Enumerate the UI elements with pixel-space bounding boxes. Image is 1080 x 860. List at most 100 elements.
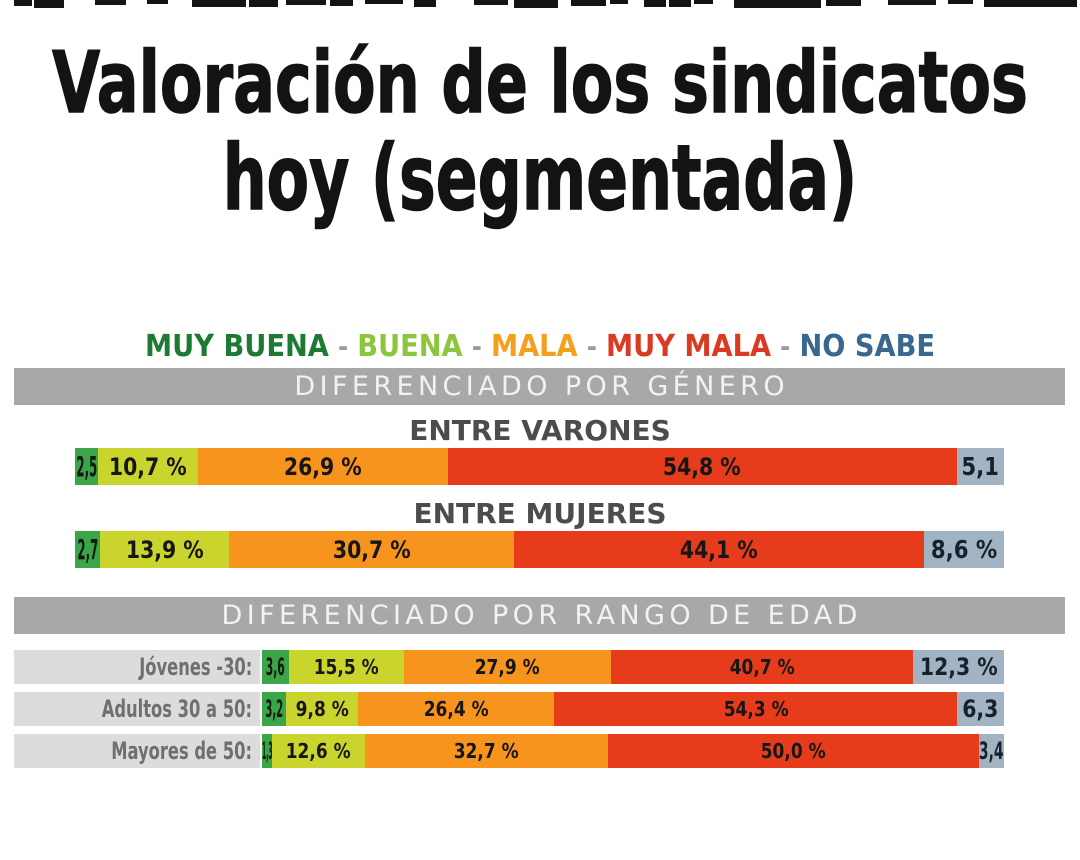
bar-segment-mala: 27,9 % <box>403 650 611 684</box>
bar-segment-muy-mala: 54,8 % <box>447 448 957 485</box>
legend-separator: - <box>780 332 791 363</box>
cropped-letter-fragment <box>1048 0 1070 5</box>
cropped-letter-fragment <box>286 0 326 5</box>
legend-separator: - <box>337 332 349 363</box>
cropped-letter-fragment <box>669 0 691 7</box>
legend-item-buena: BUENA <box>357 329 463 364</box>
segment-value-label: 26,4 % <box>423 697 489 721</box>
chart-title-line2: hoy (segmentada) <box>222 126 858 231</box>
cropped-letter-fragment <box>330 0 353 6</box>
bar-segment-muy-buena: 1,3 <box>262 734 272 768</box>
bar-segment-muy-buena: 2,5 <box>75 448 99 485</box>
stacked-bar: 3,6 15,5 % 27,9 % 40,7 % 12,3 % <box>262 650 1004 684</box>
segment-value-label: 30,7 % <box>332 535 411 564</box>
bar-segment-no-sabe: 12,3 % <box>912 650 1004 684</box>
bar-segment-muy-mala: 54,3 % <box>554 692 958 726</box>
category-label-text: Jóvenes -30: <box>138 653 252 681</box>
segment-value-label: 6,3 <box>962 695 999 723</box>
segment-value-label: 54,3 % <box>723 697 789 721</box>
segment-value-label: 40,7 % <box>729 655 795 679</box>
category-label: Mayores de 50: <box>14 734 260 768</box>
segment-value-label: 13,9 % <box>125 535 204 564</box>
cropped-letter-fragment <box>734 0 821 8</box>
category-label: Jóvenes -30: <box>14 650 260 684</box>
segment-value-label: 3,4 <box>979 737 1004 765</box>
bar-heading: ENTRE VARONES <box>409 414 671 447</box>
cropped-letter-fragment <box>192 0 246 7</box>
segment-value-label: 2,7 <box>77 533 98 566</box>
segment-value-label: 1,3 <box>261 737 273 765</box>
cropped-letter-fragment <box>474 0 508 5</box>
bar-segment-no-sabe: 3,4 <box>978 734 1004 768</box>
segment-value-label: 9,8 % <box>295 697 349 721</box>
bar-segment-muy-mala: 40,7 % <box>610 650 913 684</box>
segment-value-label: 5,1 <box>961 452 1000 481</box>
bar-segment-muy-mala: 44,1 % <box>514 531 925 568</box>
cropped-letter-fragment <box>249 0 278 7</box>
cropped-letter-fragment <box>95 0 126 5</box>
bar-segment-muy-mala: 50,0 % <box>607 734 979 768</box>
bar-segment-mala: 30,7 % <box>229 531 515 568</box>
cropped-letter-fragment <box>147 0 168 4</box>
legend-item-mala: MALA <box>490 329 578 364</box>
cropped-letter-fragment <box>514 0 558 8</box>
segment-value-label: 3,2 <box>264 695 283 723</box>
cropped-letter-fragment <box>984 0 1077 7</box>
stacked-bar: 2,5 10,7 % 26,9 % 54,8 % 5,1 <box>75 448 1004 485</box>
segment-value-label: 3,6 <box>265 653 285 681</box>
category-label-text: Adultos 30 a 50: <box>101 695 252 723</box>
category-label: Adultos 30 a 50: <box>14 692 260 726</box>
bar-segment-mala: 26,4 % <box>358 692 555 726</box>
legend-separator: - <box>586 332 597 363</box>
segment-value-label: 8,6 % <box>930 535 998 564</box>
segment-value-label: 2,5 <box>76 450 98 483</box>
bar-segment-mala: 26,9 % <box>197 448 448 485</box>
cropped-letter-fragment <box>34 0 64 8</box>
bar-segment-mala: 32,7 % <box>365 734 608 768</box>
cropped-letter-fragment <box>365 0 403 4</box>
segment-value-label: 54,8 % <box>663 452 741 481</box>
cropped-letter-fragment <box>948 0 973 4</box>
bar-segment-no-sabe: 5,1 <box>956 448 1004 485</box>
segment-value-label: 27,9 % <box>474 655 540 679</box>
cropped-letter-fragment <box>694 0 713 4</box>
legend-separator: - <box>471 332 482 363</box>
stacked-bar: 2,7 13,9 % 30,7 % 44,1 % 8,6 % <box>75 531 1004 568</box>
legend-item-no-sabe: NO SABE <box>799 329 935 364</box>
bar-segment-buena: 9,8 % <box>285 692 359 726</box>
bar-segment-muy-buena: 3,2 <box>262 692 286 726</box>
stacked-bar: 3,2 9,8 % 26,4 % 54,3 % 6,3 <box>262 692 1004 726</box>
legend-item-muy-mala: MUY MALA <box>605 329 772 364</box>
bar-segment-buena: 15,5 % <box>288 650 404 684</box>
segment-value-label: 32,7 % <box>453 739 519 763</box>
category-label-text: Mayores de 50: <box>111 737 252 765</box>
cropped-letter-fragment <box>571 0 606 6</box>
segment-value-label: 15,5 % <box>313 655 379 679</box>
segment-value-label: 12,6 % <box>285 739 351 763</box>
legend-item-muy-buena: MUY BUENA <box>145 329 329 364</box>
cropped-letter-fragment <box>14 0 32 6</box>
bar-heading: ENTRE MUJERES <box>413 497 667 530</box>
bar-segment-muy-buena: 3,6 <box>262 650 289 684</box>
section-banner: DIFERENCIADO POR RANGO DE EDAD <box>14 597 1065 634</box>
bar-segment-muy-buena: 2,7 <box>75 531 101 568</box>
cropped-letter-fragment <box>414 0 436 7</box>
cropped-letter-fragment <box>826 0 861 6</box>
cropped-letter-fragment <box>888 0 936 5</box>
section-banner: DIFERENCIADO POR GÉNERO <box>14 368 1065 405</box>
segment-value-label: 12,3 % <box>919 653 998 681</box>
bar-segment-buena: 12,6 % <box>271 734 366 768</box>
segment-value-label: 26,9 % <box>283 452 362 481</box>
chart-title-line1: Valoración de los sindicatos <box>52 33 1029 134</box>
legend: MUY BUENA - BUENA - MALA - MUY MALA - NO SABE <box>50 329 1031 364</box>
bar-segment-no-sabe: 6,3 <box>957 692 1004 726</box>
segment-value-label: 50,0 % <box>760 739 826 763</box>
bar-segment-buena: 10,7 % <box>98 448 198 485</box>
stacked-bar: 1,3 12,6 % 32,7 % 50,0 % 3,4 <box>262 734 1004 768</box>
bar-segment-no-sabe: 8,6 % <box>924 531 1004 568</box>
cropped-letter-fragment <box>644 0 666 7</box>
segment-value-label: 44,1 % <box>680 535 759 564</box>
cropped-letter-fragment <box>610 0 628 4</box>
bar-segment-buena: 13,9 % <box>100 531 230 568</box>
